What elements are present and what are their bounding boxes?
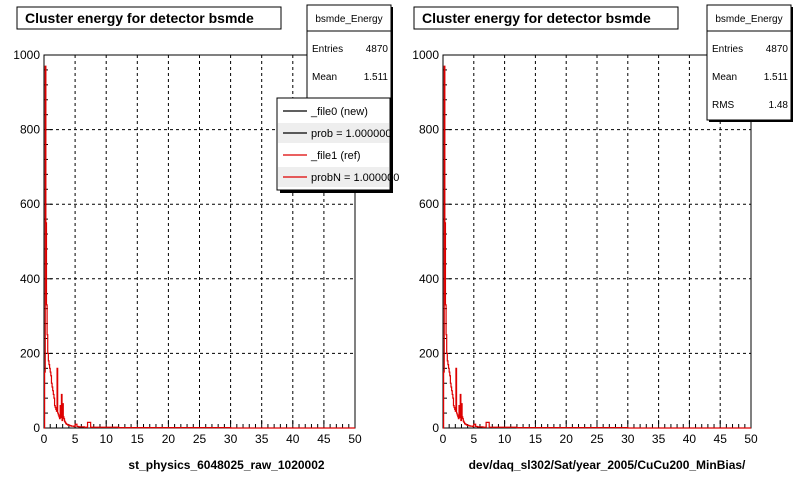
x-axis-label: st_physics_6048025_raw_1020002	[128, 458, 324, 472]
x-tick-label: 10	[498, 432, 512, 446]
series-line-1	[443, 65, 751, 429]
y-tick-label: 800	[419, 123, 439, 137]
legend-entry: prob = 1.000000	[311, 128, 391, 140]
y-tick-label: 1000	[412, 48, 439, 62]
x-tick-label: 50	[744, 432, 758, 446]
stats-label: Entries	[312, 44, 343, 55]
stats-label: Entries	[712, 44, 743, 55]
x-tick-label: 20	[560, 432, 574, 446]
title-box	[413, 6, 679, 30]
stats-value: 1.48	[769, 100, 789, 111]
stats-value: 1.511	[364, 72, 389, 83]
x-tick-label: 25	[193, 432, 207, 446]
y-tick-label: 400	[419, 272, 439, 286]
legend-entry: probN = 1.000000	[311, 172, 399, 184]
y-tick-label: 600	[419, 197, 439, 211]
x-tick-label: 25	[590, 432, 604, 446]
x-tick-label: 5	[470, 432, 477, 446]
y-tick-label: 0	[432, 421, 439, 435]
x-tick-label: 40	[683, 432, 697, 446]
y-tick-label: 800	[20, 123, 40, 137]
chart-title: Cluster energy for detector bsmde	[25, 10, 254, 26]
y-tick-label: 1000	[13, 48, 40, 62]
chart-panel-1: 0 5 10 15 20 25 30 35 40 45 50 0 200 400 600 800 1000 st_…	[13, 4, 399, 472]
stats-box	[706, 4, 792, 121]
x-tick-label: 35	[255, 432, 269, 446]
x-tick-label: 50	[348, 432, 362, 446]
stats-label: Mean	[312, 72, 337, 83]
stats-value: 4870	[366, 44, 389, 55]
stats-name: bsmde_Energy	[715, 14, 782, 25]
title-box	[16, 6, 282, 30]
x-axis-label: dev/daq_sl302/Sat/year_2005/CuCu200_MinB…	[469, 458, 746, 472]
legend-band	[278, 123, 389, 143]
chart-title: Cluster energy for detector bsmde	[422, 10, 651, 26]
x-tick-label: 10	[100, 432, 114, 446]
x-tick-label: 45	[317, 432, 331, 446]
stats-label: Mean	[712, 72, 737, 83]
chart-panel-2: 0 5 10 15 20 25 30 35 40 45 50 0 200 400 600 800 1000 dev…	[412, 4, 793, 472]
x-tick-label: 15	[529, 432, 543, 446]
legend-entry: _file1 (ref)	[310, 150, 361, 162]
x-tick-label: 30	[224, 432, 238, 446]
x-tick-label: 20	[162, 432, 176, 446]
y-tick-label: 400	[20, 272, 40, 286]
stats-value: 1.511	[764, 72, 789, 83]
x-tick-label: 45	[714, 432, 728, 446]
y-tick-label: 200	[419, 346, 439, 360]
stats-label: RMS	[712, 100, 735, 111]
x-tick-label: 15	[131, 432, 145, 446]
legend-band	[278, 167, 389, 187]
y-tick-label: 600	[20, 197, 40, 211]
stats-value: 4870	[766, 44, 789, 55]
y-tick-label: 0	[33, 421, 40, 435]
x-tick-label: 0	[440, 432, 447, 446]
y-tick-label: 200	[20, 346, 40, 360]
stats-name: bsmde_Energy	[315, 14, 382, 25]
series-line-1	[44, 65, 355, 429]
x-tick-label: 5	[72, 432, 79, 446]
x-tick-label: 40	[286, 432, 300, 446]
x-tick-label: 0	[41, 432, 48, 446]
x-tick-label: 30	[621, 432, 635, 446]
stats-box	[306, 4, 392, 103]
legend-entry: _file0 (new)	[310, 106, 368, 118]
x-tick-label: 35	[652, 432, 666, 446]
